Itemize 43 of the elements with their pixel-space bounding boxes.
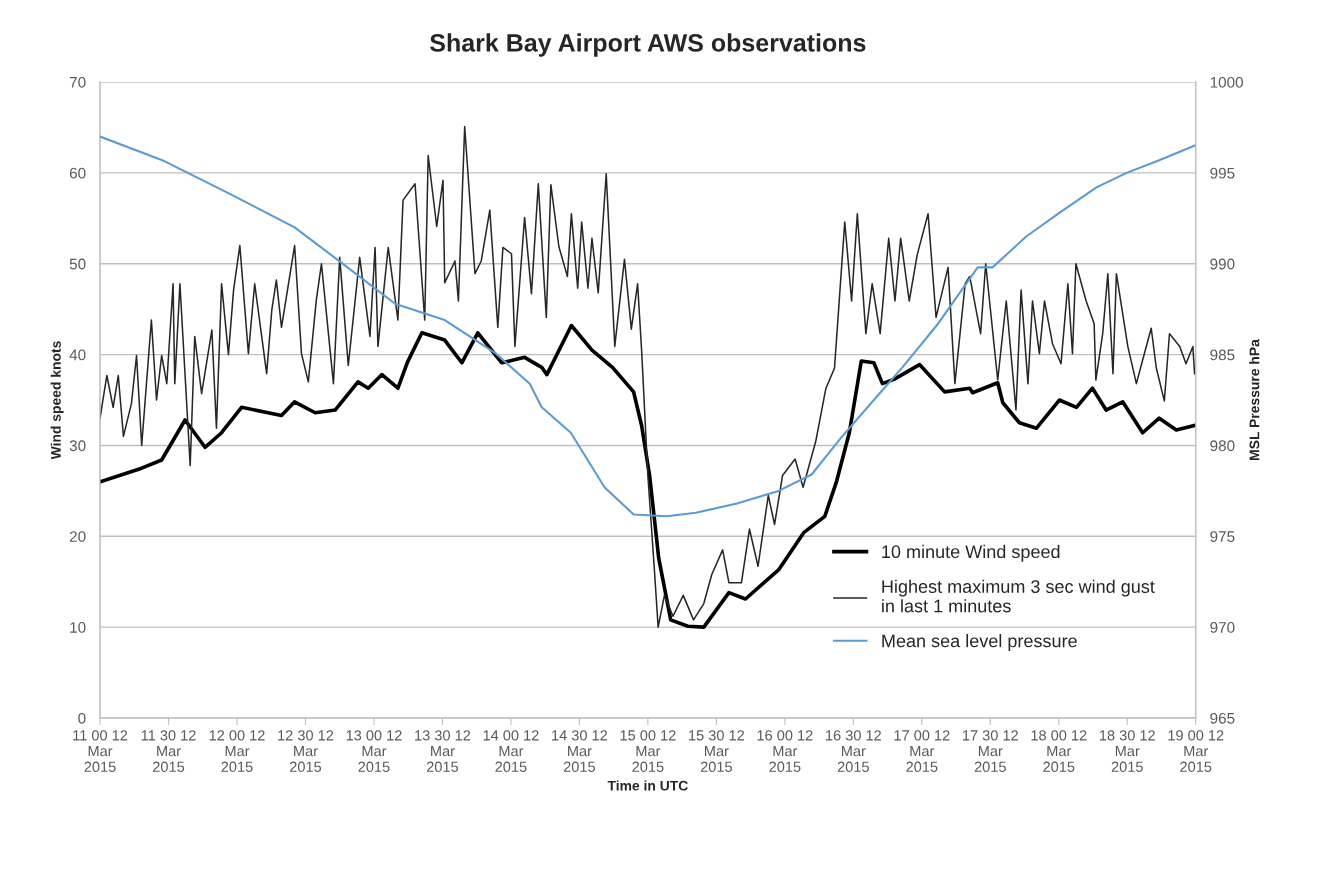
y-tick-label: 60 <box>69 167 86 179</box>
x-axis-title: Time in UTC <box>607 780 688 791</box>
x-tick-label: 12 30 12 Mar 2015 <box>278 730 334 772</box>
y2-tick-label: 995 <box>1210 167 1235 179</box>
legend-label: Highest maximum 3 sec wind gust in last 1 minutes <box>882 579 1155 613</box>
x-tick-label: 18 00 12 Mar 2015 <box>1031 730 1087 772</box>
y2-tick-label: 990 <box>1210 258 1235 270</box>
y-tick-label: 70 <box>69 76 86 88</box>
x-tick-label: 15 30 12 Mar 2015 <box>689 730 745 772</box>
x-tick-label: 14 00 12 Mar 2015 <box>483 730 539 772</box>
y-tick-label: 20 <box>69 531 86 542</box>
legend-label: 10 minute Wind speed <box>882 544 1060 562</box>
x-tick-label: 13 00 12 Mar 2015 <box>346 730 402 772</box>
x-tick-label: 16 00 12 Mar 2015 <box>757 730 813 772</box>
x-tick-label: 12 00 12 Mar 2015 <box>209 730 265 772</box>
chart-title: Shark Bay Airport AWS observations <box>430 33 866 57</box>
y-tick-label: 10 <box>70 622 86 633</box>
line-series <box>100 323 1196 629</box>
x-tick-label: 18 30 12 Mar 2015 <box>1099 730 1155 772</box>
y-axis-title: Wind speed knots <box>50 341 64 460</box>
y2-tick-label: 985 <box>1210 349 1235 361</box>
y2-tick-label: 975 <box>1210 531 1235 542</box>
x-tick-label: 15 00 12 Mar 2015 <box>620 730 676 772</box>
x-tick-label: 19 00 12 Mar 2015 <box>1168 730 1224 772</box>
y2-axis-title: MSL Pressure hPa <box>1249 339 1260 460</box>
line-series <box>100 125 1196 628</box>
y-tick-label: 40 <box>69 349 86 361</box>
y-tick-label: 50 <box>69 258 86 270</box>
x-tick-label: 17 00 12 Mar 2015 <box>894 730 950 772</box>
y2-tick-label: 965 <box>1210 712 1235 724</box>
y2-tick-label: 980 <box>1210 440 1235 452</box>
x-tick-label: 16 30 12 Mar 2015 <box>826 730 881 772</box>
y-tick-label: 0 <box>78 712 86 724</box>
x-tick-label: 11 30 12 Mar 2015 <box>141 730 196 772</box>
y2-tick-label: 970 <box>1210 622 1235 633</box>
y2-tick-label: 1000 <box>1210 76 1244 88</box>
x-tick-label: 17 30 12 Mar 2015 <box>963 730 1018 772</box>
x-tick-label: 11 00 12 Mar 2015 <box>73 730 128 772</box>
x-tick-label: 14 30 12 Mar 2015 <box>552 730 608 772</box>
legend-label: Mean sea level pressure <box>882 634 1077 651</box>
x-tick-label: 13 30 12 Mar 2015 <box>415 730 471 772</box>
line-series <box>100 135 1196 518</box>
y-tick-label: 30 <box>69 440 86 452</box>
